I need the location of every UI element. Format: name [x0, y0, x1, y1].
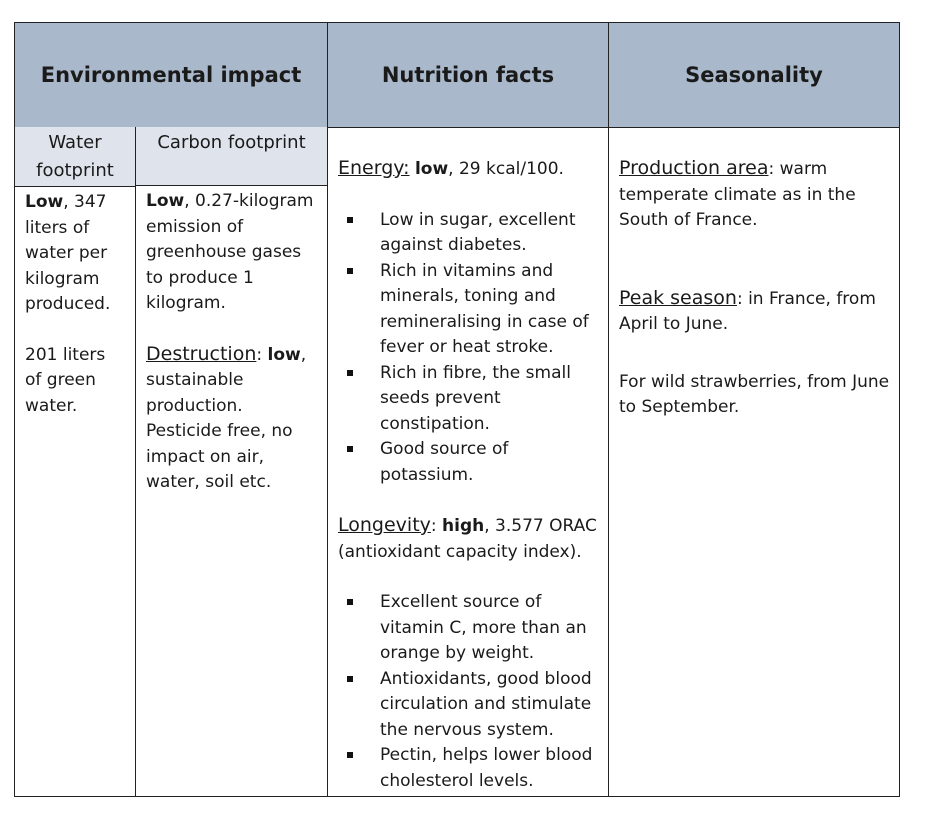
peak-season-text: Peak season: in France, from April to Ju… [619, 286, 876, 335]
water-usage-text: Low, 347 liters of water per kilogram pr… [25, 192, 111, 314]
list-item: Rich in fibre, the small seeds prevent c… [338, 361, 600, 438]
wild-strawberries-text: For wild strawberries, from June to Sept… [619, 371, 890, 418]
longevity-label: Longevity [338, 514, 431, 536]
header-seasonality: Seasonality [608, 22, 900, 128]
list-item: Antioxidants, good blood circulation and… [338, 667, 600, 744]
subheader-carbon-footprint: Carbon footprint [135, 127, 328, 186]
header-nutrition-label: Nutrition facts [381, 63, 555, 87]
list-item: Low in sugar, excellent against diabetes… [338, 208, 600, 259]
list-item: Excellent source of vitamin C, more than… [338, 590, 600, 667]
subheader-water-label: Water footprint [36, 132, 114, 181]
list-item: Rich in vitamins and minerals, toning an… [338, 259, 600, 361]
header-environmental-label: Environmental impact [40, 63, 302, 87]
info-table: Environmental impact Nutrition facts Sea… [14, 22, 900, 797]
destruction-text: Destruction: low, sustainable production… [146, 342, 307, 493]
longevity-bullet-list: Excellent source of vitamin C, more than… [338, 590, 600, 794]
production-area-label: Production area [619, 157, 769, 179]
water-footprint-cell: Low, 347 liters of water per kilogram pr… [14, 186, 136, 797]
list-item: Good source of potassium. [338, 437, 600, 488]
header-nutrition-facts: Nutrition facts [327, 22, 609, 128]
energy-bullet-list: Low in sugar, excellent against diabetes… [338, 208, 600, 489]
destruction-label: Destruction [146, 342, 257, 365]
longevity-text: Longevity: high, 3.577 ORAC (antioxidant… [338, 514, 597, 562]
header-environmental-impact: Environmental impact [14, 22, 328, 128]
energy-label: Energy: [338, 157, 410, 179]
nutrition-facts-cell: Energy: low, 29 kcal/100. Low in sugar, … [327, 127, 609, 797]
green-water-text: 201 liters of green water. [25, 344, 106, 416]
header-seasonality-label: Seasonality [685, 63, 823, 87]
carbon-footprint-cell: Low, 0.27-kilogram emission of greenhous… [135, 186, 328, 797]
subheader-water-footprint: Water footprint [14, 127, 136, 186]
subheader-carbon-label: Carbon footprint [157, 132, 306, 153]
peak-season-label: Peak season [619, 286, 737, 309]
list-item: Pectin, helps lower blood cholesterol le… [338, 743, 600, 794]
seasonality-cell: Production area: warm temperate climate … [608, 127, 900, 797]
energy-text: Energy: low, 29 kcal/100. [338, 157, 564, 179]
production-area-text: Production area: warm temperate climate … [619, 157, 856, 230]
carbon-emission-text: Low, 0.27-kilogram emission of greenhous… [146, 191, 314, 313]
